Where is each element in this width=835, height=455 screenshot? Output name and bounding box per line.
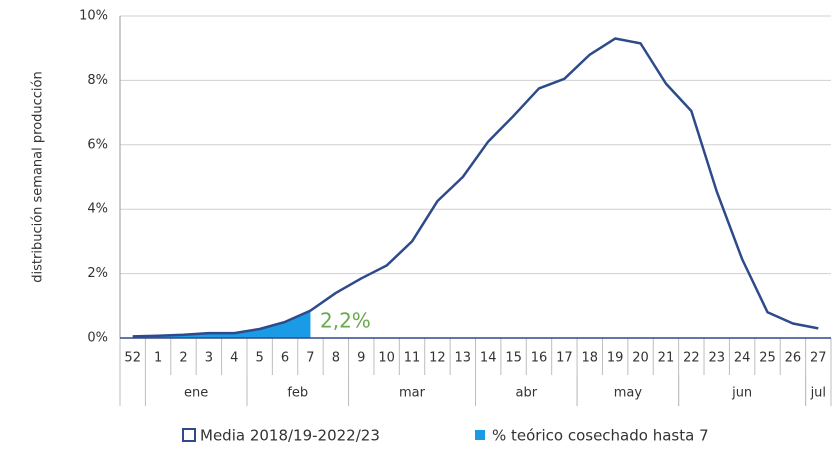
y-tick-label: 0% [87, 331, 108, 346]
x-tick-label: 1 [154, 351, 162, 366]
x-tick-label: 27 [810, 351, 827, 366]
legend-swatch [475, 430, 485, 440]
x-tick-label: 26 [785, 351, 802, 366]
x-tick-label: 10 [378, 351, 395, 366]
y-tick-label: 4% [87, 202, 108, 217]
x-tick-label: 5 [256, 351, 264, 366]
x-tick-label: 18 [581, 351, 598, 366]
x-tick-label: 12 [429, 351, 446, 366]
x-tick-label: 3 [205, 351, 213, 366]
y-axis-label: distribución semanal producción [31, 71, 46, 282]
x-tick-label: 8 [332, 351, 340, 366]
x-tick-label: 22 [683, 351, 700, 366]
x-tick-label: 11 [404, 351, 421, 366]
x-tick-label: 14 [480, 351, 497, 366]
x-tick-label: 21 [658, 351, 675, 366]
month-label: jun [731, 386, 752, 401]
legend-swatch [182, 428, 196, 442]
area [132, 310, 311, 338]
x-tick-label: 15 [505, 351, 522, 366]
line [132, 37, 819, 338]
month-label: jul [810, 386, 826, 401]
x-tick-label: 23 [708, 351, 725, 366]
month-label: may [614, 386, 643, 401]
month-label: ene [184, 386, 208, 401]
x-tick-label: 17 [556, 351, 573, 366]
y-tick-label: 10% [79, 9, 108, 24]
month-label: abr [515, 386, 537, 401]
x-tick-label: 24 [734, 351, 751, 366]
month-label: feb [287, 386, 308, 401]
annotation: 2,2% [320, 309, 371, 333]
x-tick-label: 20 [632, 351, 649, 366]
legend-label: Media 2018/19-2022/23 [200, 427, 380, 445]
x-tick-label: 7 [306, 351, 314, 366]
x-tick-label: 9 [357, 351, 365, 366]
x-tick-label: 19 [607, 351, 624, 366]
x-tick-label: 4 [230, 351, 238, 366]
month-label: mar [399, 386, 426, 401]
x-tick-label: 2 [179, 351, 187, 366]
x-tick-label: 52 [124, 351, 141, 366]
legend-label: % teórico cosechado hasta 7 [492, 427, 709, 445]
x-tick-label: 13 [455, 351, 472, 366]
x-tick-label: 16 [531, 351, 548, 366]
x-tick-label: 25 [759, 351, 776, 366]
y-tick-label: 6% [87, 137, 108, 152]
y-tick-label: 8% [87, 73, 108, 88]
x-tick-label: 6 [281, 351, 289, 366]
y-tick-label: 2% [87, 266, 108, 281]
